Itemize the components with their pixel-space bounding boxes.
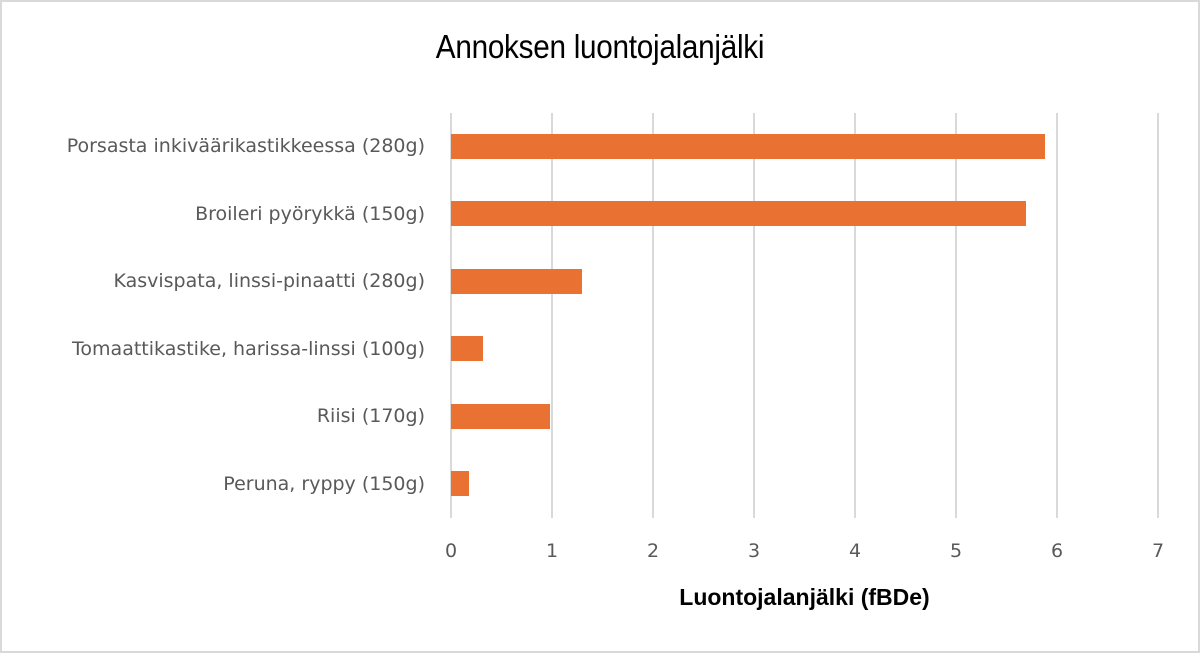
x-tick-label: 4: [848, 540, 862, 562]
x-tick-label: 2: [646, 540, 660, 562]
gridline: [450, 113, 452, 518]
x-tick-label: 7: [1151, 540, 1165, 562]
x-tick-label: 5: [949, 540, 963, 562]
gridline: [1157, 113, 1159, 518]
x-axis-title: Luontojalanjälki (fBDe): [679, 584, 930, 610]
bar: [451, 201, 1026, 226]
category-label: Porsasta inkiväärikastikkeessa (280g): [66, 135, 425, 157]
category-label: Peruna, ryppy (150g): [223, 472, 425, 495]
bar: [451, 336, 484, 361]
gridline: [652, 113, 654, 518]
plot-area: [450, 113, 1159, 518]
gridline: [1056, 113, 1058, 518]
gridline: [854, 113, 856, 518]
bar: [451, 268, 583, 294]
x-tick-label: 3: [747, 540, 761, 562]
bar: [451, 403, 550, 429]
category-label: Broileri pyörykkä (150g): [195, 202, 425, 225]
bar: [451, 133, 1045, 159]
x-tick-label: 0: [444, 540, 458, 562]
category-label: Kasvispata, linssi-pinaatti (280g): [113, 270, 425, 292]
gridline: [551, 113, 553, 518]
gridline: [955, 113, 957, 518]
bar: [451, 471, 470, 496]
chart-title: Annoksen luontojalanjälki: [435, 28, 765, 65]
category-label: Riisi (170g): [316, 405, 425, 427]
gridline: [753, 113, 755, 518]
x-tick-label: 1: [545, 540, 559, 562]
category-label: Tomaattikastike, harissa-linssi (100g): [72, 337, 425, 360]
x-tick-label: 6: [1050, 540, 1064, 562]
